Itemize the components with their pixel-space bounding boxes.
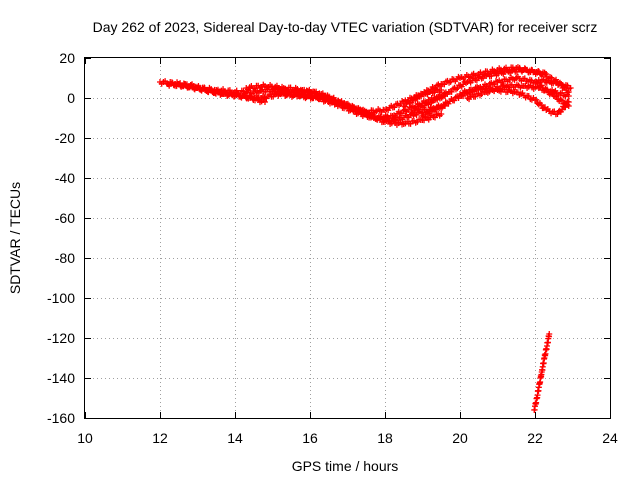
track-marker [451, 97, 458, 104]
x-tick-label: 16 [302, 430, 318, 446]
series-track-5 [269, 88, 445, 128]
data-point [565, 93, 572, 99]
track-marker [548, 74, 555, 81]
y-tick-label: -100 [47, 290, 75, 306]
y-tick-label: 0 [67, 90, 75, 106]
track-marker [538, 101, 545, 108]
series-track-11 [535, 76, 574, 92]
y-tick-label: 20 [59, 50, 75, 66]
track-marker [413, 95, 420, 102]
track-marker [432, 85, 439, 92]
track-marker [542, 71, 549, 78]
y-tick-label: -120 [47, 330, 75, 346]
series-track-10 [464, 81, 572, 103]
track-marker [457, 82, 464, 89]
y-tick-label: -160 [47, 410, 75, 426]
chart-title: Day 262 of 2023, Sidereal Day-to-day VTE… [93, 19, 598, 35]
data-point [438, 111, 445, 117]
data-point [438, 87, 445, 93]
x-tick-label: 18 [377, 430, 393, 446]
track-marker [525, 93, 532, 100]
y-tick-label: -20 [55, 130, 75, 146]
track-marker [448, 88, 455, 95]
plot-frame [84, 57, 611, 419]
y-tick-label: -140 [47, 370, 75, 386]
track-marker [559, 106, 565, 113]
data-point [567, 85, 574, 91]
x-tick-label: 12 [152, 430, 168, 446]
x-tick-label: 20 [452, 430, 468, 446]
y-tick-label: -80 [55, 250, 75, 266]
tick-labels: 10 12 14 16 18 20 22 24 20 0 -20 -40 -60 -80 -100 -120 -… [47, 50, 618, 446]
track-marker [533, 96, 540, 103]
y-tick-label: -60 [55, 210, 75, 226]
data-point [262, 99, 268, 105]
y-axis-label: SDTVAR / TECUs [7, 182, 23, 294]
series-track-12 [531, 331, 553, 413]
track-marker [439, 93, 446, 100]
grid-lines [85, 58, 610, 418]
track-marker [346, 102, 353, 109]
track-marker [426, 110, 433, 117]
track-marker [564, 82, 571, 89]
series-track-3 [172, 80, 268, 106]
y-tick-label: -40 [55, 170, 75, 186]
x-tick-label: 10 [77, 430, 93, 446]
track-marker [319, 90, 326, 97]
series-track-7 [408, 66, 572, 116]
track-marker [454, 85, 461, 92]
track-marker [415, 106, 422, 113]
track-marker [391, 104, 398, 111]
track-marker [558, 97, 565, 104]
series-track-9 [457, 84, 572, 118]
data-point [546, 331, 553, 337]
x-tick-label: 14 [227, 430, 243, 446]
track-marker [398, 110, 405, 117]
track-marker [562, 104, 569, 111]
x-axis-label: GPS time / hours [292, 458, 399, 474]
data-point [565, 99, 572, 105]
data-points [157, 64, 574, 413]
axis-ticks [85, 58, 611, 419]
x-tick-label: 24 [602, 430, 618, 446]
x-tick-label: 22 [527, 430, 543, 446]
track-marker [407, 99, 414, 106]
